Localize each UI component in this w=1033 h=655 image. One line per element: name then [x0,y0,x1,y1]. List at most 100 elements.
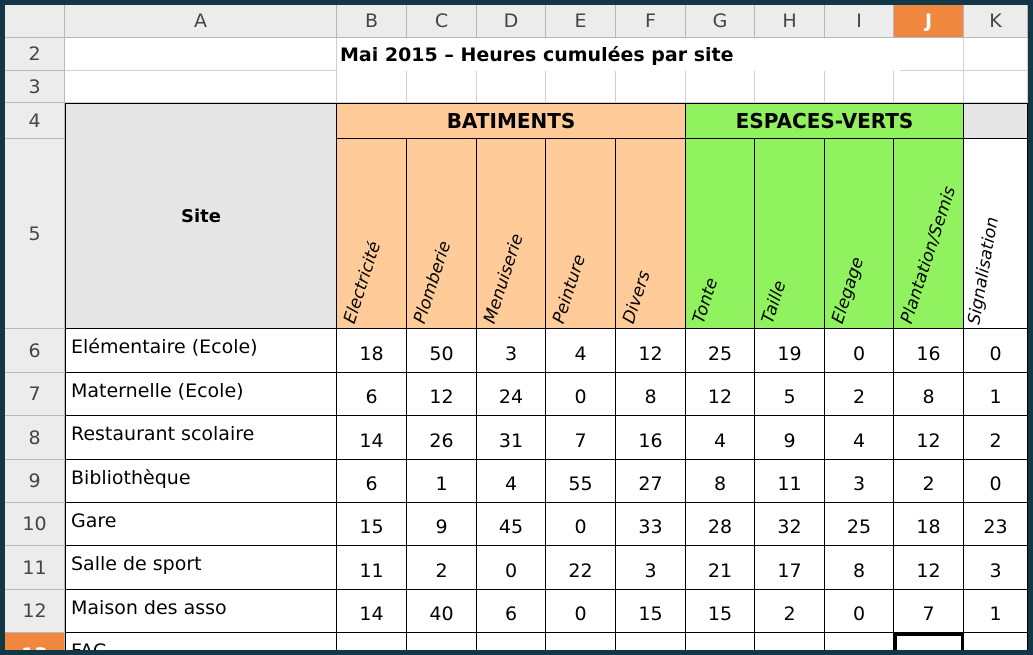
value-cell: 0 [964,460,1028,503]
cell [964,38,1028,71]
value-cell: 2 [964,416,1028,460]
column-header: A [65,5,337,38]
column-subheader: Peinture [546,139,616,329]
site-name: Elémentaire (Ecole) [65,329,337,373]
value-cell: 15 [616,590,686,633]
subheader-label: Plomberie [409,238,456,326]
row-header: 7 [5,373,65,416]
value-cell: 5 [755,373,825,416]
column-subheader: Signalisation [964,139,1028,329]
value-cell: 0 [825,329,894,373]
site-name: Maternelle (Ecole) [65,373,337,416]
row-header: 12 [5,590,65,633]
row-header: 6 [5,329,65,373]
value-cell: 6 [337,460,407,503]
column-header: E [546,5,616,38]
value-cell: 8 [825,546,894,590]
value-cell: 1 [964,590,1028,633]
cell [616,633,686,650]
column-header: G [686,5,755,38]
value-cell: 6 [477,590,546,633]
column-subheader: Plantation/Semis [894,139,964,329]
value-cell: 4 [686,416,755,460]
site-name: Maison des asso [65,590,337,633]
column-subheader: Menuiserie [477,139,546,329]
sheet-title: Mai 2015 – Heures cumulées par site [337,38,900,71]
value-cell: 15 [337,503,407,546]
site-name: FAC [65,633,337,650]
cell [337,633,407,650]
cell [825,71,894,103]
value-cell: 50 [407,329,477,373]
subheader-label: Taille [757,278,791,326]
subheader-label: Elegage [827,254,869,326]
row-header: 9 [5,460,65,503]
column-header: I [825,5,894,38]
value-cell: 24 [477,373,546,416]
column-header: C [407,5,477,38]
column-header: K [964,5,1028,38]
cell [964,103,1028,139]
column-subheader: Taille [755,139,825,329]
value-cell: 16 [616,416,686,460]
value-cell: 2 [825,373,894,416]
value-cell: 33 [616,503,686,546]
row-header: 13 [5,633,65,650]
value-cell: 0 [546,373,616,416]
cell [477,71,546,103]
subheader-label: Signalisation [964,215,1003,326]
value-cell: 1 [407,460,477,503]
value-cell: 23 [964,503,1028,546]
value-cell: 18 [337,329,407,373]
value-cell: 3 [825,460,894,503]
value-cell: 8 [686,460,755,503]
row-header: 10 [5,503,65,546]
value-cell: 31 [477,416,546,460]
value-cell: 55 [546,460,616,503]
spreadsheet: ABCDEFGHIJK2345678910111213Mai 2015 – He… [5,5,1028,650]
value-cell: 17 [755,546,825,590]
value-cell: 25 [686,329,755,373]
value-cell: 1 [964,373,1028,416]
value-cell: 0 [477,546,546,590]
row-header: 11 [5,546,65,590]
value-cell: 26 [407,416,477,460]
cell [755,633,825,650]
cell [686,633,755,650]
value-cell: 3 [477,329,546,373]
cell [686,71,755,103]
value-cell: 14 [337,590,407,633]
value-cell: 16 [894,329,964,373]
value-cell: 4 [477,460,546,503]
row-header: 4 [5,103,65,139]
site-header: Site [65,103,337,329]
column-header: J [894,5,964,38]
site-name: Restaurant scolaire [65,416,337,460]
cell [65,71,337,103]
value-cell: 3 [616,546,686,590]
column-header: H [755,5,825,38]
value-cell: 12 [616,329,686,373]
subheader-label: Menuiserie [479,231,528,326]
value-cell: 18 [894,503,964,546]
cell [616,71,686,103]
value-cell: 21 [686,546,755,590]
value-cell: 11 [755,460,825,503]
value-cell: 2 [894,460,964,503]
column-header: B [337,5,407,38]
value-cell: 19 [755,329,825,373]
column-subheader: Electricité [337,139,407,329]
value-cell: 0 [964,329,1028,373]
cell [477,633,546,650]
subheader-label: Peinture [548,252,590,326]
corner [5,5,65,38]
group-header: ESPACES-VERTS [686,103,964,139]
value-cell: 12 [686,373,755,416]
value-cell: 32 [755,503,825,546]
value-cell: 9 [407,503,477,546]
cell [546,71,616,103]
value-cell: 12 [894,416,964,460]
value-cell: 6 [337,373,407,416]
value-cell: 7 [894,590,964,633]
value-cell: 22 [546,546,616,590]
